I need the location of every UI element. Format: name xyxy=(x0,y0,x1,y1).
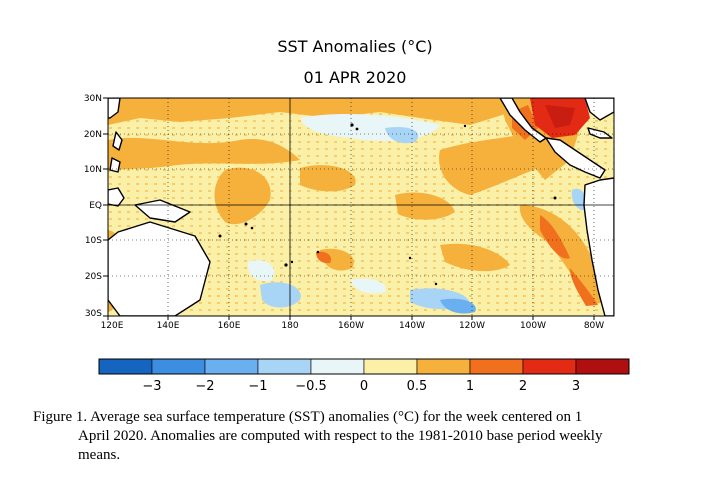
colorbar xyxy=(98,358,630,375)
colorbar-swatch xyxy=(522,358,577,375)
lat-label-20n: 20N xyxy=(84,130,102,140)
lat-label-eq: EQ xyxy=(89,201,102,211)
lon-label-160e: 160E xyxy=(218,321,241,331)
lon-label-180: 180 xyxy=(281,321,298,331)
lon-label-120w: 120W xyxy=(459,321,485,331)
colorbar-label-neg1: −1 xyxy=(248,379,267,394)
colorbar-swatch xyxy=(469,358,524,375)
colorbar-label-0: 0 xyxy=(360,379,368,394)
colorbar-swatch xyxy=(310,358,365,375)
colorbar-label-2: 2 xyxy=(519,379,527,394)
colorbar-swatch xyxy=(416,358,471,375)
colorbar-swatch xyxy=(151,358,206,375)
map-date: 01 APR 2020 xyxy=(304,68,407,87)
colorbar-swatch xyxy=(204,358,259,375)
colorbar-swatch xyxy=(98,358,153,375)
lat-label-20s: 20S xyxy=(85,272,102,282)
map-frame xyxy=(107,97,615,317)
colorbar-label-neg05: −0.5 xyxy=(295,379,327,394)
sst-anomaly-figure: SST Anomalies (°C) 01 APR 2020 xyxy=(84,37,630,394)
colorbar-swatch xyxy=(575,358,630,375)
lon-label-140w: 140W xyxy=(399,321,425,331)
caption-line-2: April 2020. Anomalies are computed with … xyxy=(78,428,603,444)
colorbar-swatch xyxy=(363,358,418,375)
lat-label-10s: 10S xyxy=(85,236,102,246)
lon-label-120e: 120E xyxy=(101,321,124,331)
lon-label-160w: 160W xyxy=(338,321,364,331)
caption-line-3: means. xyxy=(78,447,121,463)
colorbar-label-3: 3 xyxy=(572,379,580,394)
colorbar-label-05: 0.5 xyxy=(407,379,428,394)
colorbar-label-neg3: −3 xyxy=(142,379,161,394)
lat-label-10n: 10N xyxy=(84,165,102,175)
colorbar-label-neg2: −2 xyxy=(195,379,214,394)
caption-line-1: Figure 1. Average sea surface temperatur… xyxy=(33,409,583,425)
map-title: SST Anomalies (°C) xyxy=(277,37,432,56)
lon-label-100w: 100W xyxy=(520,321,546,331)
lat-label-30n: 30N xyxy=(84,94,102,104)
lon-label-80w: 80W xyxy=(584,321,604,331)
colorbar-swatch xyxy=(257,358,312,375)
lon-label-140e: 140E xyxy=(157,321,180,331)
lat-label-30s: 30S xyxy=(85,309,102,319)
colorbar-label-1: 1 xyxy=(466,379,474,394)
figure-caption: Figure 1. Average sea surface temperatur… xyxy=(33,408,693,465)
colorbar-frame xyxy=(98,358,630,375)
anomaly-map xyxy=(108,98,614,316)
